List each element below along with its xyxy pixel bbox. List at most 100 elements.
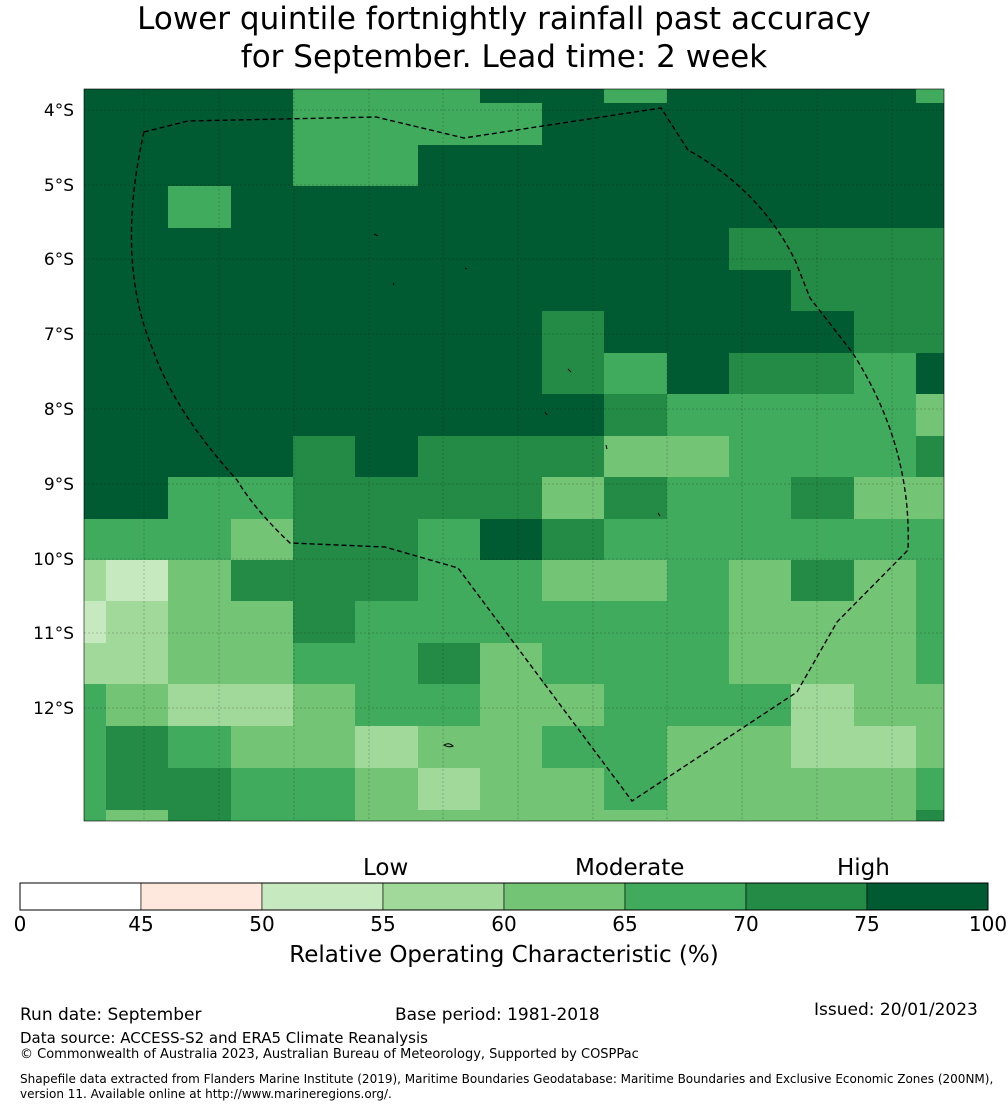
- roc-cell: [729, 436, 916, 477]
- colorbar-segment: [745, 882, 868, 911]
- data-source: Data source: ACCESS-S2 and ERA5 Climate …: [20, 1029, 428, 1047]
- roc-cell: [84, 601, 106, 643]
- roc-cell: [854, 477, 944, 519]
- roc-cell: [854, 560, 916, 601]
- roc-cell: [916, 768, 944, 810]
- colorbar-tick: 45: [128, 912, 154, 936]
- roc-cell: [791, 560, 854, 601]
- map-title: Lower quintile fortnightly rainfall past…: [0, 0, 1008, 76]
- longitude-label: 178°E: [492, 828, 544, 830]
- latitude-label: 12°S: [33, 699, 74, 719]
- roc-cell: [604, 394, 667, 436]
- roc-cell: [791, 270, 944, 311]
- map-frame: [83, 88, 945, 822]
- roc-cell: [106, 768, 168, 810]
- roc-cell: [293, 477, 542, 519]
- roc-cell: [542, 477, 604, 519]
- roc-cell: [729, 353, 854, 394]
- colorbar-segment: [19, 882, 142, 911]
- longitude-label: 177°W: [863, 828, 921, 830]
- island-outline: [464, 267, 468, 270]
- roc-cell: [293, 684, 355, 726]
- roc-cell: [231, 519, 293, 560]
- roc-cell: [168, 684, 293, 726]
- roc-cell: [480, 643, 542, 684]
- island-outline: [657, 512, 661, 517]
- roc-cell: [916, 810, 944, 821]
- colorbar-tick: 75: [854, 912, 880, 936]
- longitude-labels: 173°E 174°E 175°E 176°E 177°E 178°E 179°E 180° 1…: [118, 828, 921, 830]
- colorbar-tick: 65: [612, 912, 638, 936]
- longitude-label: 179°W: [713, 828, 771, 830]
- colorbar-segment: [503, 882, 626, 911]
- roc-cell: [916, 394, 944, 436]
- roc-cell: [84, 726, 106, 768]
- run-date: Run date: September: [20, 1005, 202, 1025]
- colorbar-tick: 70: [733, 912, 759, 936]
- roc-cell: [231, 768, 355, 810]
- island-outline: [443, 743, 454, 748]
- roc-cell: [418, 436, 604, 477]
- roc-cell: [604, 519, 944, 560]
- colorbar-tick: 0: [13, 912, 27, 936]
- roc-cell: [168, 186, 231, 228]
- roc-cell: [542, 726, 604, 768]
- latitude-label: 8°S: [44, 400, 74, 420]
- roc-cell: [854, 684, 944, 726]
- roc-cell: [231, 560, 418, 601]
- roc-cell: [667, 726, 791, 768]
- longitude-label: 180°: [647, 828, 688, 830]
- roc-cell: [355, 810, 916, 821]
- roc-grid-cells: [84, 89, 944, 821]
- roc-cell: [667, 477, 791, 519]
- colorbar-segment: [866, 882, 989, 911]
- longitude-label: 176°E: [343, 828, 395, 830]
- island-outline: [605, 444, 608, 450]
- longitude-label: 175°E: [268, 828, 320, 830]
- roc-cell: [854, 353, 916, 394]
- island-outline: [567, 368, 572, 373]
- roc-cell: [916, 89, 944, 103]
- title-line-1: Lower quintile fortnightly rainfall past…: [137, 1, 871, 37]
- roc-cell: [604, 353, 667, 394]
- longitude-label: 173°E: [118, 828, 170, 830]
- longitude-label: 179°E: [567, 828, 619, 830]
- latitude-label: 7°S: [44, 325, 74, 345]
- roc-cell: [916, 601, 944, 643]
- roc-cell: [604, 684, 791, 726]
- roc-cell: [480, 684, 604, 726]
- roc-cell: [84, 519, 231, 560]
- roc-cell: [355, 768, 418, 810]
- colorbar-label-high: High: [837, 855, 890, 881]
- colorbar-outline: [19, 882, 989, 911]
- colorbar-segment: [382, 882, 505, 911]
- roc-cell: [293, 145, 418, 186]
- roc-cell: [84, 768, 106, 810]
- roc-cell: [791, 726, 916, 768]
- colorbar-label-moderate: Moderate: [575, 855, 685, 881]
- roc-cell: [106, 810, 168, 821]
- roc-cell: [916, 436, 944, 477]
- roc-cell: [542, 519, 604, 560]
- shapefile-credit-line-2: version 11. Available online at http://w…: [20, 1087, 392, 1101]
- roc-cell: [231, 726, 355, 768]
- colorbar-segment: [261, 882, 384, 911]
- map-gridlines: [84, 89, 944, 821]
- colorbar-tick: 100: [968, 912, 1008, 936]
- roc-cell: [106, 684, 168, 726]
- roc-cell: [604, 477, 667, 519]
- roc-cell: [542, 643, 729, 684]
- roc-cell: [418, 519, 480, 560]
- roc-cell: [418, 768, 480, 810]
- shapefile-credit-line-1: Shapefile data extracted from Flanders M…: [20, 1072, 994, 1086]
- roc-cell: [84, 810, 106, 821]
- roc-cell: [480, 519, 542, 560]
- latitude-label: 10°S: [33, 550, 74, 570]
- longitude-label: 177°E: [417, 828, 469, 830]
- roc-cell: [916, 560, 944, 601]
- roc-cell: [168, 601, 293, 643]
- roc-cell: [106, 560, 168, 601]
- roc-cell: [84, 684, 106, 726]
- colorbar-label-low: Low: [363, 855, 409, 881]
- roc-cell: [604, 726, 667, 768]
